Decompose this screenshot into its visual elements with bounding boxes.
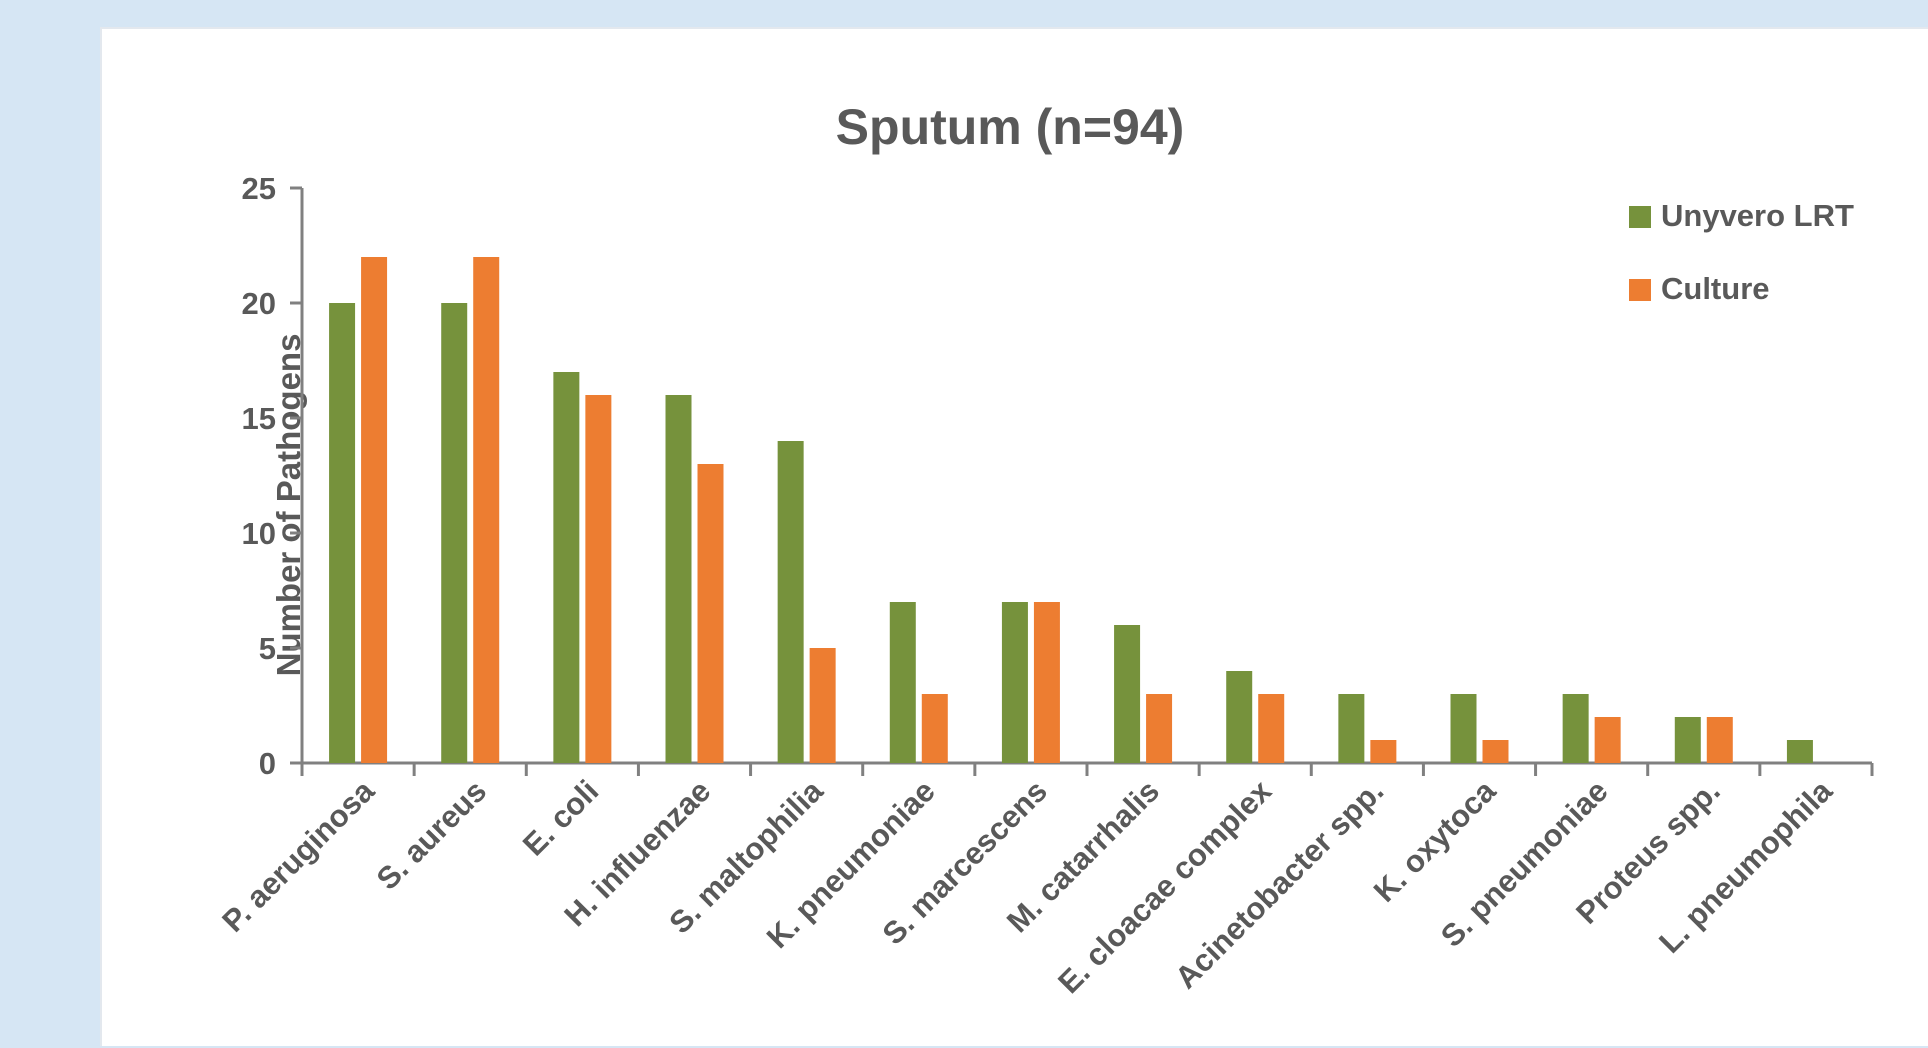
bar-culture	[1258, 694, 1285, 763]
x-category-label: P. aeruginosa	[215, 773, 381, 939]
x-ticks	[300, 763, 1874, 776]
bar-unyvero-lrt	[889, 602, 916, 763]
bar-unyvero-lrt	[665, 395, 692, 763]
bar-unyvero-lrt	[441, 303, 468, 763]
y-tick-label: 20	[242, 286, 276, 321]
bar-unyvero-lrt	[1562, 694, 1589, 763]
bar-unyvero-lrt	[777, 441, 804, 763]
y-tick-label: 0	[259, 746, 276, 781]
y-tick-label: 10	[242, 516, 276, 551]
chart-panel: Sputum (n=94) Number of Pathogens 0 5 10 15…	[100, 27, 1928, 1046]
bar-culture	[1033, 602, 1060, 763]
bar-unyvero-lrt	[329, 303, 356, 763]
bar-culture	[585, 395, 612, 763]
bar-unyvero-lrt	[1226, 671, 1253, 763]
bar-unyvero-lrt	[1114, 625, 1141, 763]
bar-culture	[697, 464, 724, 763]
bar-unyvero-lrt	[1786, 740, 1813, 763]
bar-culture	[1146, 694, 1173, 763]
x-category-label: Acinetobacter spp.	[1168, 773, 1390, 995]
bar-culture	[473, 257, 500, 763]
x-category-label: S. aureus	[370, 773, 493, 896]
x-category-label: E. coli	[516, 773, 605, 862]
bar-culture	[1370, 740, 1397, 763]
legend-label: Culture	[1661, 271, 1770, 306]
bar-culture	[809, 648, 836, 763]
legend-swatch	[1629, 279, 1651, 301]
y-ticks: 0 5 10 15 20 25	[242, 171, 302, 781]
bar-culture	[1594, 717, 1621, 763]
x-category-label: E. cloacae complex	[1051, 773, 1279, 1001]
legend-swatch	[1629, 206, 1651, 228]
bars	[329, 257, 1813, 763]
bar-unyvero-lrt	[1338, 694, 1365, 763]
bar-culture	[1706, 717, 1733, 763]
bar-unyvero-lrt	[1450, 694, 1477, 763]
bar-culture	[921, 694, 948, 763]
bar-unyvero-lrt	[1001, 602, 1028, 763]
bar-culture	[361, 257, 388, 763]
bar-unyvero-lrt	[1674, 717, 1701, 763]
y-tick-label: 25	[242, 171, 276, 206]
legend-label: Unyvero LRT	[1661, 198, 1854, 233]
bar-unyvero-lrt	[553, 372, 580, 763]
chart-title: Sputum (n=94)	[836, 99, 1185, 155]
bar-culture	[1482, 740, 1509, 763]
bar-chart: Sputum (n=94) Number of Pathogens 051015…	[215, 99, 1874, 1001]
legend: Unyvero LRT Culture	[1629, 198, 1854, 306]
y-tick-label: 5	[259, 631, 276, 666]
y-tick-label: 15	[242, 401, 276, 436]
